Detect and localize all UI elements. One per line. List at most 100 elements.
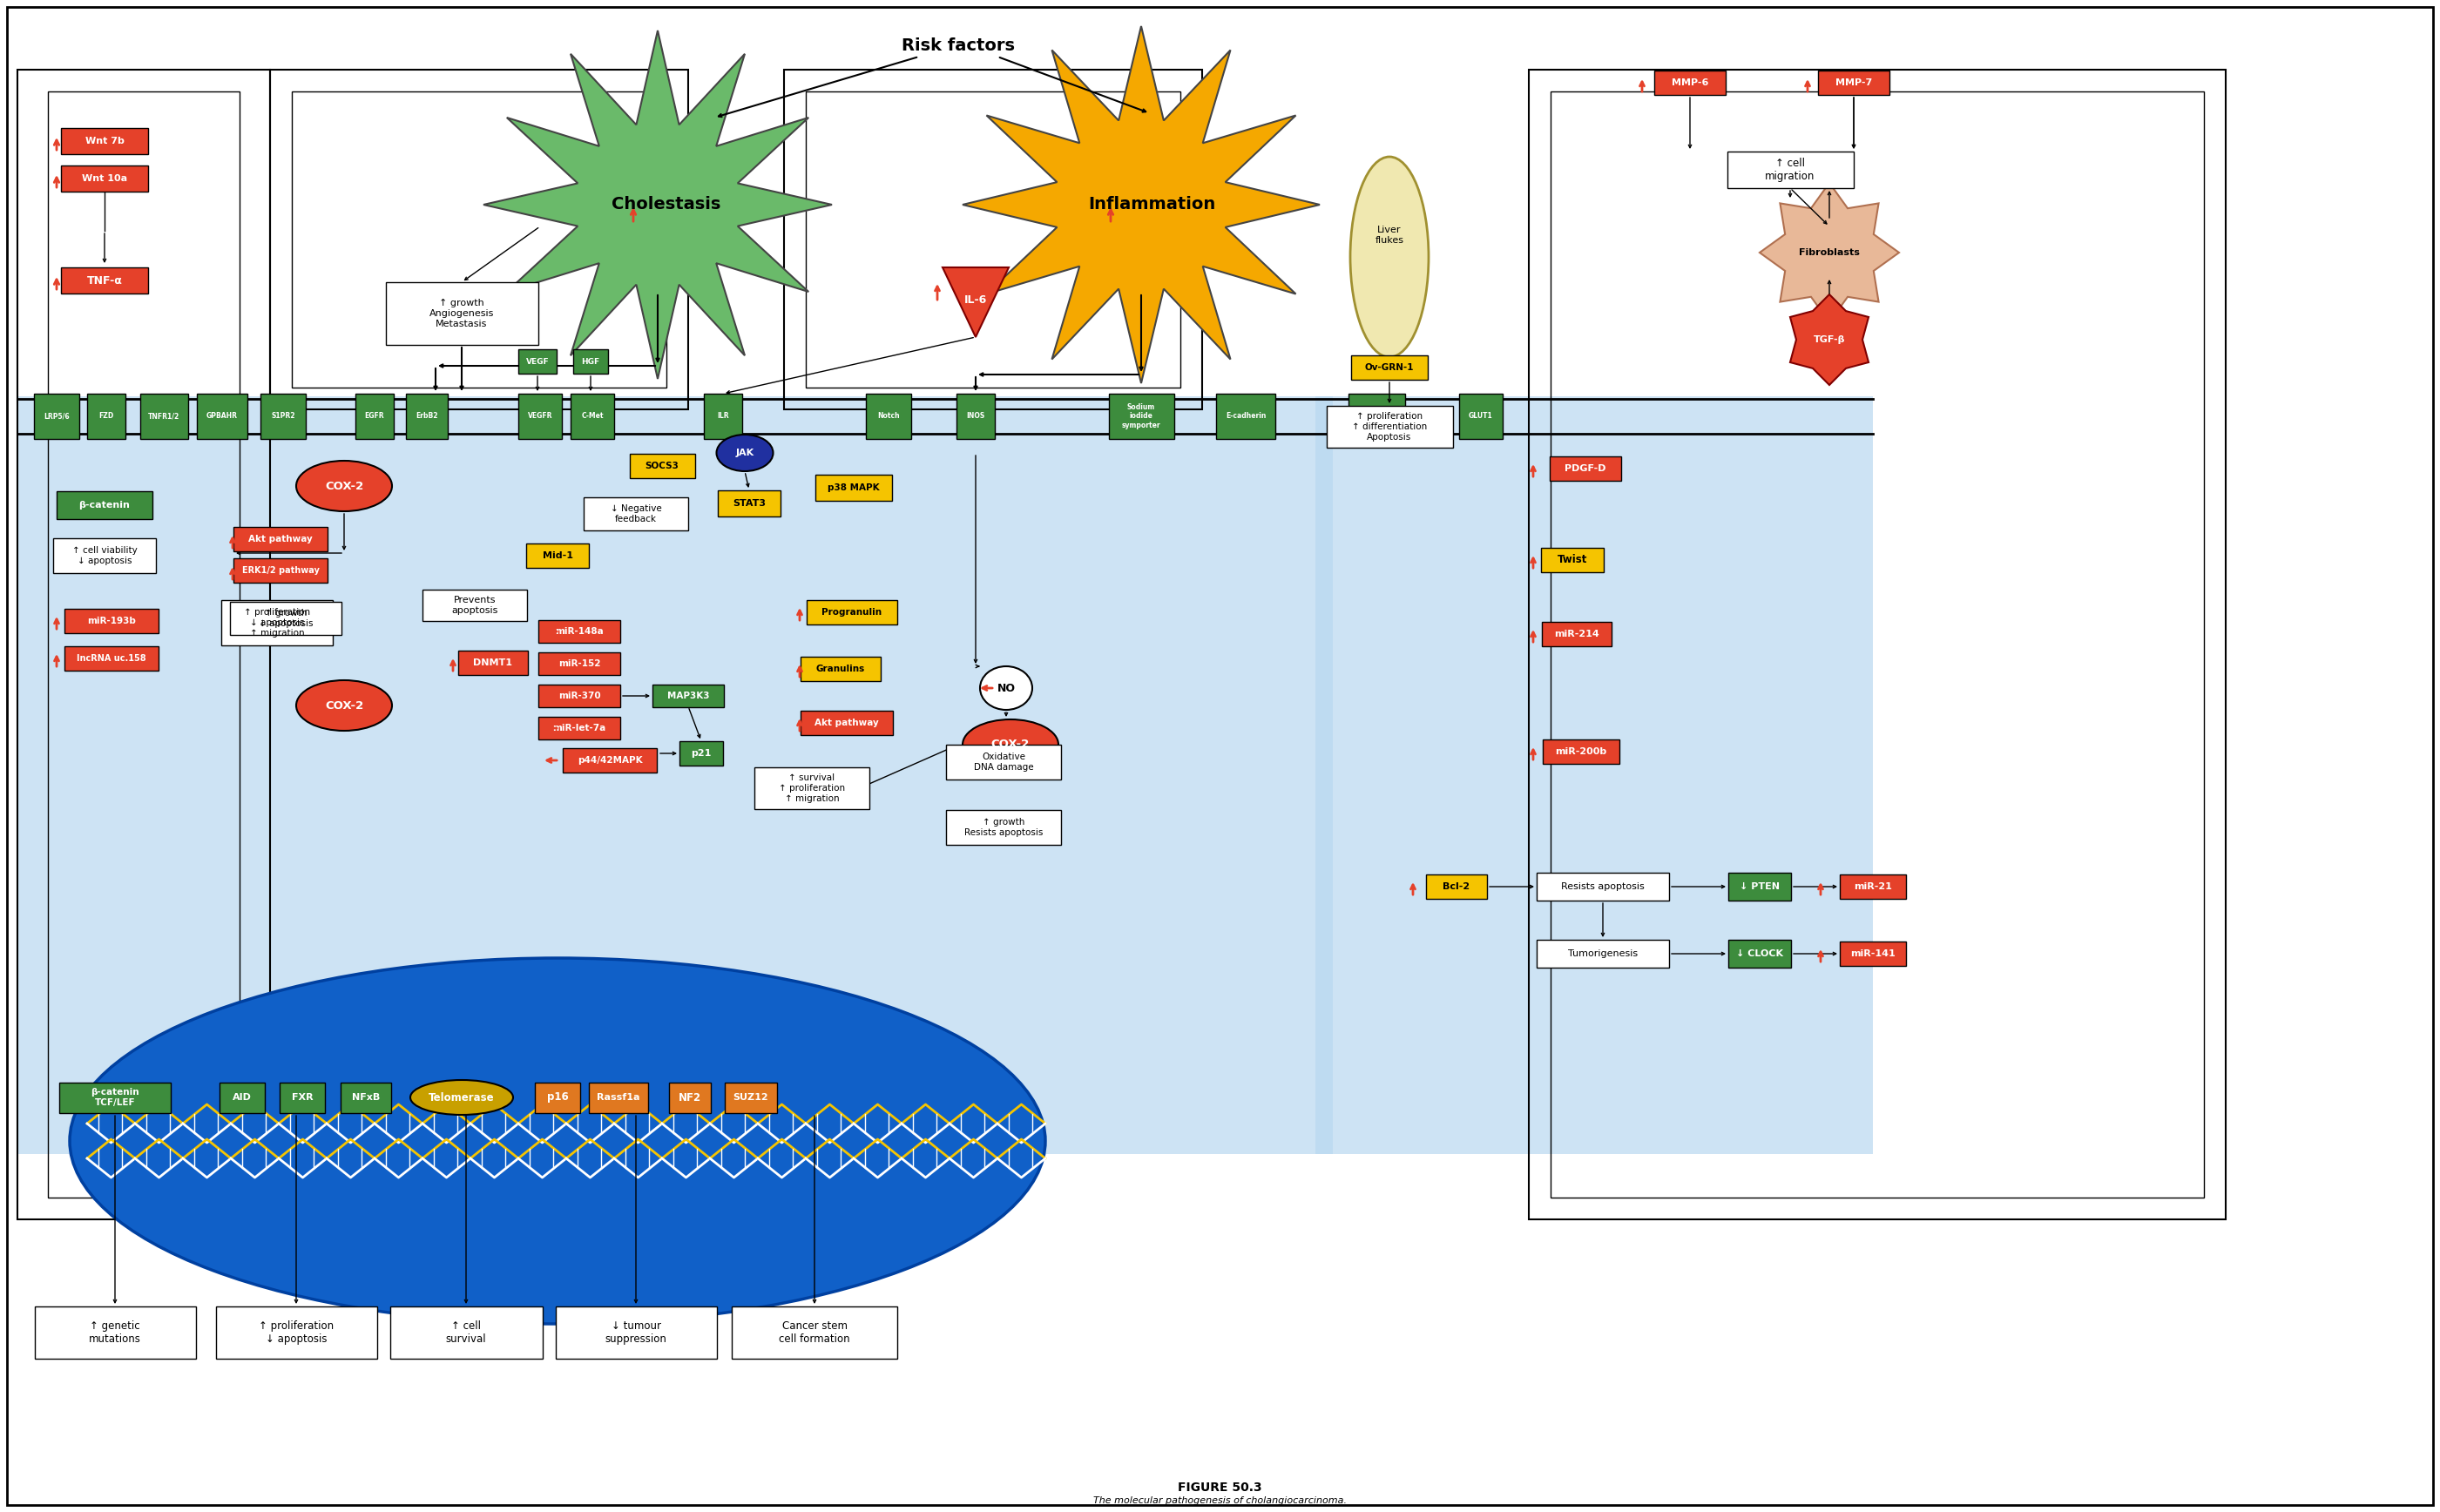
- FancyBboxPatch shape: [220, 1083, 266, 1113]
- Text: ↑ proliferation
↑ differentiation
Apoptosis: ↑ proliferation ↑ differentiation Apopto…: [1352, 413, 1427, 442]
- FancyBboxPatch shape: [808, 600, 898, 624]
- FancyBboxPatch shape: [947, 810, 1061, 845]
- Text: ILR: ILR: [717, 413, 730, 420]
- Text: Sodium
iodide
symporter: Sodium iodide symporter: [1122, 404, 1161, 429]
- Text: AID: AID: [232, 1093, 251, 1102]
- FancyBboxPatch shape: [725, 1083, 776, 1113]
- Text: PDGF-D: PDGF-D: [1564, 464, 1606, 473]
- FancyBboxPatch shape: [651, 685, 725, 708]
- Text: GPBAHR: GPBAHR: [207, 413, 237, 420]
- Ellipse shape: [295, 680, 393, 730]
- Text: Cholestasis: Cholestasis: [612, 197, 720, 213]
- FancyBboxPatch shape: [17, 396, 1332, 1154]
- FancyBboxPatch shape: [866, 393, 910, 438]
- FancyBboxPatch shape: [61, 268, 149, 293]
- Text: miR-let-7a: miR-let-7a: [551, 724, 605, 732]
- FancyBboxPatch shape: [564, 748, 656, 773]
- Polygon shape: [942, 268, 1008, 337]
- Text: ↑ growth
Resists apoptosis: ↑ growth Resists apoptosis: [964, 818, 1042, 836]
- FancyBboxPatch shape: [1347, 393, 1405, 438]
- FancyBboxPatch shape: [573, 349, 608, 373]
- Text: TNF-α: TNF-α: [88, 275, 122, 286]
- Text: Granulins: Granulins: [815, 665, 866, 673]
- FancyBboxPatch shape: [1537, 872, 1669, 901]
- Text: Cancer stem
cell formation: Cancer stem cell formation: [778, 1320, 849, 1344]
- Polygon shape: [964, 26, 1320, 383]
- FancyBboxPatch shape: [342, 1083, 390, 1113]
- FancyBboxPatch shape: [1327, 405, 1452, 448]
- FancyBboxPatch shape: [198, 393, 246, 438]
- Text: p38 MAPK: p38 MAPK: [827, 484, 881, 491]
- Text: FXR: FXR: [290, 1093, 312, 1102]
- FancyBboxPatch shape: [517, 349, 556, 373]
- Text: Telomerase: Telomerase: [429, 1092, 495, 1104]
- FancyBboxPatch shape: [539, 685, 620, 708]
- Text: NF2: NF2: [678, 1092, 700, 1104]
- FancyBboxPatch shape: [1728, 940, 1791, 968]
- Text: MMP-7: MMP-7: [1835, 79, 1871, 88]
- Text: MAP3K3: MAP3K3: [666, 691, 710, 700]
- FancyBboxPatch shape: [59, 1083, 171, 1113]
- Text: SOCS3: SOCS3: [644, 461, 678, 470]
- Polygon shape: [1759, 183, 1898, 322]
- Text: SUZ12: SUZ12: [732, 1093, 769, 1102]
- FancyBboxPatch shape: [1425, 874, 1486, 898]
- Text: COX-2: COX-2: [325, 481, 364, 491]
- Text: MMP-6: MMP-6: [1671, 79, 1708, 88]
- FancyBboxPatch shape: [422, 590, 527, 621]
- FancyBboxPatch shape: [1352, 355, 1427, 380]
- Text: Fibroblasts: Fibroblasts: [1798, 248, 1859, 257]
- FancyBboxPatch shape: [139, 393, 188, 438]
- Text: VEGFR: VEGFR: [527, 413, 551, 420]
- Text: ↑ survival
↑ proliferation
↑ migration: ↑ survival ↑ proliferation ↑ migration: [778, 774, 844, 803]
- FancyBboxPatch shape: [800, 711, 893, 735]
- Text: β-catenin
TCF/LEF: β-catenin TCF/LEF: [90, 1089, 139, 1107]
- Text: IL-6: IL-6: [964, 295, 988, 305]
- FancyBboxPatch shape: [1549, 457, 1620, 481]
- FancyBboxPatch shape: [800, 656, 881, 680]
- Text: miR-214: miR-214: [1554, 629, 1598, 638]
- Text: TNFR1/2: TNFR1/2: [149, 413, 181, 420]
- Text: COX-2: COX-2: [991, 739, 1030, 750]
- Text: ↑ growth
Angiogenesis
Metastasis: ↑ growth Angiogenesis Metastasis: [429, 299, 493, 328]
- Text: Risk factors: Risk factors: [903, 36, 1015, 53]
- Text: miR-370: miR-370: [559, 691, 600, 700]
- Text: C-Met: C-Met: [581, 413, 603, 420]
- Text: Rassf1a: Rassf1a: [598, 1093, 639, 1102]
- FancyBboxPatch shape: [815, 475, 893, 500]
- Ellipse shape: [717, 434, 773, 472]
- FancyBboxPatch shape: [34, 1306, 195, 1359]
- FancyBboxPatch shape: [583, 497, 688, 531]
- Text: Bcl-2: Bcl-2: [1442, 883, 1469, 891]
- FancyBboxPatch shape: [956, 393, 996, 438]
- FancyBboxPatch shape: [229, 602, 342, 635]
- Text: Twist: Twist: [1557, 555, 1588, 565]
- FancyBboxPatch shape: [63, 609, 159, 634]
- Text: The molecular pathogenesis of cholangiocarcinoma.: The molecular pathogenesis of cholangioc…: [1093, 1497, 1347, 1504]
- Text: TGF-β: TGF-β: [1813, 336, 1845, 345]
- FancyBboxPatch shape: [947, 745, 1061, 780]
- Text: Akt pathway: Akt pathway: [815, 718, 878, 727]
- Ellipse shape: [981, 667, 1032, 709]
- FancyBboxPatch shape: [281, 1083, 325, 1113]
- FancyBboxPatch shape: [34, 393, 78, 438]
- Text: INOS: INOS: [966, 413, 986, 420]
- Text: Oxidative
DNA damage: Oxidative DNA damage: [974, 753, 1035, 771]
- Text: ErbB2: ErbB2: [415, 413, 437, 420]
- FancyBboxPatch shape: [1728, 872, 1791, 901]
- Polygon shape: [483, 30, 832, 380]
- Text: NFxB: NFxB: [351, 1093, 381, 1102]
- FancyBboxPatch shape: [390, 1306, 542, 1359]
- FancyBboxPatch shape: [222, 600, 332, 646]
- Text: ↑ proliferation
↓ apoptosis: ↑ proliferation ↓ apoptosis: [259, 1320, 334, 1344]
- Text: p44/42MAPK: p44/42MAPK: [578, 756, 642, 765]
- FancyBboxPatch shape: [61, 129, 149, 154]
- Text: ERK1/2 pathway: ERK1/2 pathway: [242, 565, 320, 575]
- Text: ↑ cell viability
↓ apoptosis: ↑ cell viability ↓ apoptosis: [71, 546, 137, 565]
- FancyBboxPatch shape: [1215, 393, 1276, 438]
- FancyBboxPatch shape: [234, 528, 327, 552]
- FancyBboxPatch shape: [405, 393, 449, 438]
- Ellipse shape: [1349, 157, 1430, 357]
- FancyBboxPatch shape: [459, 650, 527, 674]
- Text: ↑ proliferation
↓ apoptosis
↑ migration: ↑ proliferation ↓ apoptosis ↑ migration: [244, 608, 310, 637]
